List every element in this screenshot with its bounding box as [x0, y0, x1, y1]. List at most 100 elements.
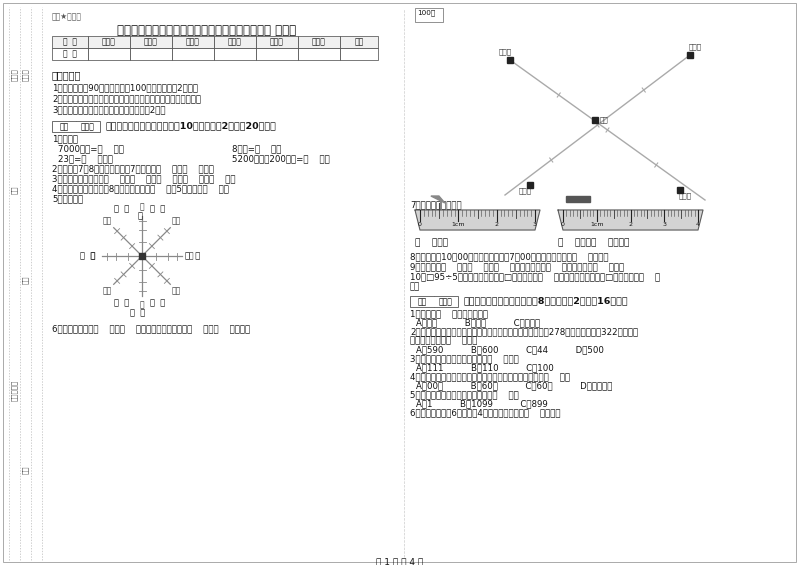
Text: 北: 北	[138, 211, 143, 220]
Bar	[52, 36, 88, 48]
Bar	[340, 48, 378, 60]
Text: （  ）: （ ）	[114, 298, 130, 307]
Polygon shape	[566, 196, 590, 202]
Text: 5．填一填。: 5．填一填。	[52, 194, 83, 203]
Text: 7000千克=（    ）吨: 7000千克=（ ）吨	[58, 144, 124, 153]
Bar	[214, 36, 256, 48]
Text: 题密★启用前: 题密★启用前	[52, 12, 82, 21]
Bar	[172, 36, 214, 48]
Text: 学校: 学校	[22, 276, 29, 284]
Text: 得  分: 得 分	[63, 50, 77, 59]
Text: 5．最小三位数和最大三位数的和是（    ）。: 5．最小三位数和最大三位数的和是（ ）。	[410, 390, 518, 399]
Text: 综合题: 综合题	[270, 37, 284, 46]
Polygon shape	[558, 210, 703, 230]
Text: 得分: 得分	[59, 122, 69, 131]
Bar	[52, 121, 100, 132]
Text: （  ）: （ ）	[114, 204, 130, 213]
Bar	[415, 8, 443, 22]
Text: 4．把一根绳子平均分成8份，每份是它的（    ），5份是它的（    ）。: 4．把一根绳子平均分成8份，每份是它的（ ），5份是它的（ ）。	[52, 184, 229, 193]
Text: 题号: 题号	[11, 186, 18, 194]
Text: 审卷人: 审卷人	[11, 68, 18, 81]
Text: （  ）: （ ）	[130, 308, 146, 317]
Bar	[88, 36, 130, 48]
Text: 西: 西	[90, 251, 95, 260]
Bar	[340, 36, 378, 48]
Text: 3: 3	[662, 223, 666, 228]
Text: 应用题: 应用题	[312, 37, 326, 46]
Text: 4: 4	[696, 223, 700, 228]
Text: 8千克=（    ）克: 8千克=（ ）克	[232, 144, 282, 153]
Text: 小华家: 小华家	[518, 187, 531, 194]
Text: （    ）毫米: （ ）毫米	[415, 238, 448, 247]
Text: 0: 0	[561, 223, 565, 228]
Text: 题  号: 题 号	[63, 37, 77, 46]
Text: 3．常用的长度单位有（    ）、（    ）、（    ）、（    ）、（    ）。: 3．常用的长度单位有（ ）、（ ）、（ ）、（ ）、（ ）。	[52, 174, 235, 183]
Text: 姓名: 姓名	[22, 466, 29, 474]
Bar	[298, 36, 340, 48]
Text: 2．请首先按要求在试卷的指定位置填写您的姓名、班级、学号。: 2．请首先按要求在试卷的指定位置填写您的姓名、班级、学号。	[52, 94, 201, 103]
Text: A．111          B．110          C．100: A．111 B．110 C．100	[416, 363, 554, 372]
Text: 小明家: 小明家	[689, 43, 702, 50]
Polygon shape	[431, 196, 445, 203]
Text: 8．小林晚上10：00睡觉，第二天早上7：00起床，他一共睡了（    ）小时。: 8．小林晚上10：00睡觉，第二天早上7：00起床，他一共睡了（ ）小时。	[410, 252, 609, 261]
Text: 西南: 西南	[102, 217, 112, 226]
Text: 考试须知：: 考试须知：	[52, 70, 82, 80]
Text: 广州新电视塔高（    ）米。: 广州新电视塔高（ ）米。	[410, 336, 478, 345]
Text: A．590          B．600          C．44          D．500: A．590 B．600 C．44 D．500	[416, 345, 604, 354]
Text: ）。: ）。	[410, 282, 420, 291]
Text: 1cm: 1cm	[451, 223, 465, 228]
Bar	[410, 296, 458, 307]
Text: A．一定          B．可能          C．不可能: A．一定 B．可能 C．不可能	[416, 318, 540, 327]
Text: 填空题: 填空题	[102, 37, 116, 46]
Text: 东: 东	[189, 251, 194, 260]
Text: 4．时针从上一个数字到相邻的下一个数字，经过的时间是（    ）。: 4．时针从上一个数字到相邻的下一个数字，经过的时间是（ ）。	[410, 372, 570, 381]
Bar	[256, 48, 298, 60]
Text: 1．四边形（    ）平行四边形。: 1．四边形（ ）平行四边形。	[410, 309, 488, 318]
Bar	[298, 48, 340, 60]
Text: 9．你出生于（    ）年（    ）月（    ）日，那一年是（    ）年，全年有（    ）天。: 9．你出生于（ ）年（ ）月（ ）日，那一年是（ ）年，全年有（ ）天。	[410, 262, 624, 271]
Text: 1．换算。: 1．换算。	[52, 134, 78, 143]
Text: 贵州省实验小学三年级数学【下册】自我检测试题 附解析: 贵州省实验小学三年级数学【下册】自我检测试题 附解析	[118, 24, 297, 37]
Text: 第 1 页 共 4 页: 第 1 页 共 4 页	[376, 557, 424, 565]
Text: 北: 北	[140, 301, 144, 310]
Text: 3．不要在试卷上乱写乱画，卷面不整洁扣2分。: 3．不要在试卷上乱写乱画，卷面不整洁扣2分。	[52, 105, 166, 114]
Text: 100米: 100米	[417, 9, 435, 16]
Text: 东北: 东北	[172, 286, 182, 295]
Text: 总分: 总分	[354, 37, 364, 46]
Bar	[256, 36, 298, 48]
Text: （  ）: （ ）	[150, 204, 166, 213]
Text: 3．最大的三位数是最大一位数的（    ）倍。: 3．最大的三位数是最大一位数的（ ）倍。	[410, 354, 518, 363]
Text: A．1          B．1099          C．899: A．1 B．1099 C．899	[416, 399, 548, 408]
Bar	[172, 48, 214, 60]
Text: 6．一个长方形长6厘米，宽4厘米，它的周长是（    ）厘米。: 6．一个长方形长6厘米，宽4厘米，它的周长是（ ）厘米。	[410, 408, 561, 417]
Text: 南: 南	[140, 202, 144, 211]
Text: 10．□95÷5，要使商是两位数，□里最大可填（    ）；要使商是三位数，□里最小应填（    ）: 10．□95÷5，要使商是两位数，□里最大可填（ ）；要使商是三位数，□里最小应…	[410, 272, 660, 281]
Text: 3: 3	[533, 223, 537, 228]
Text: （  ）: （ ）	[80, 251, 95, 260]
Text: 0: 0	[418, 223, 422, 228]
Text: （  ）: （ ）	[185, 251, 200, 260]
Text: A．00秒          B．60分          C．60时          D．无法确定: A．00秒 B．60分 C．60时 D．无法确定	[416, 381, 612, 390]
Text: 小李家: 小李家	[678, 192, 691, 199]
Text: 1．考试时间：90分钟，满分为100分（含卷面分2分）。: 1．考试时间：90分钟，满分为100分（含卷面分2分）。	[52, 83, 198, 92]
Text: 2．时针在7和8之间，分针指向7，这时是（    ）时（    ）分。: 2．时针在7和8之间，分针指向7，这时是（ ）时（ ）分。	[52, 164, 214, 173]
Text: 二、反复比较，慎重选择（共8小题，每题2分，共16分）。: 二、反复比较，慎重选择（共8小题，每题2分，共16分）。	[464, 296, 629, 305]
Bar	[130, 48, 172, 60]
Text: （  ）: （ ）	[150, 298, 166, 307]
Polygon shape	[415, 210, 540, 230]
Text: 6．小红家在学校（    ）方（    ）米处；小明家在学校（    ）方（    ）米处。: 6．小红家在学校（ ）方（ ）米处；小明家在学校（ ）方（ ）米处。	[52, 324, 250, 333]
Text: 判断题: 判断题	[186, 37, 200, 46]
Text: 7．量出钉子的长度。: 7．量出钉子的长度。	[410, 200, 462, 209]
Bar	[214, 48, 256, 60]
Text: 学校: 学校	[600, 117, 609, 123]
Bar	[130, 36, 172, 48]
Text: 2．广州新电视塔是广州市目前最高的建筑，它比中信大厦高278米，中信大厦高322米，那么: 2．广州新电视塔是广州市目前最高的建筑，它比中信大厦高278米，中信大厦高322…	[410, 327, 638, 336]
Text: （    ）厘米（    ）毫米。: （ ）厘米（ ）毫米。	[558, 238, 630, 247]
Text: 评卷人: 评卷人	[81, 122, 95, 131]
Text: 得分: 得分	[418, 297, 426, 306]
Text: 计算题: 计算题	[228, 37, 242, 46]
Text: 1cm: 1cm	[590, 223, 603, 228]
Text: 评卷人: 评卷人	[439, 297, 453, 306]
Text: 23吨=（    ）千克: 23吨=（ ）千克	[58, 154, 113, 163]
Text: 核分人: 核分人	[22, 68, 29, 81]
